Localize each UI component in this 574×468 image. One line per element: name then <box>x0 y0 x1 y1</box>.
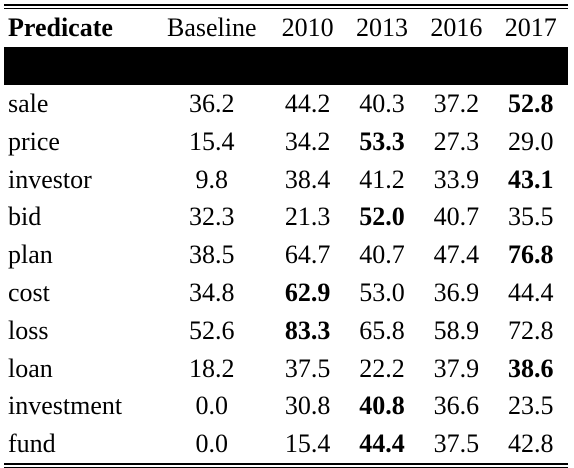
score-cell: 47.4 <box>433 240 480 270</box>
score-cell: 37.5 <box>433 429 480 459</box>
score-cell: 18.2 <box>189 353 235 383</box>
predicate-cell: price <box>8 126 60 156</box>
score-cell: 22.2 <box>359 353 405 383</box>
score-cell: 52.8 <box>508 89 554 119</box>
table-body: sale 36.2 44.2 40.3 37.2 52.8 price 15.4 34.2 53.… <box>4 85 568 463</box>
score-cell: 41.2 <box>359 164 405 194</box>
predicate-cell: cost <box>8 278 50 308</box>
score-cell: 72.8 <box>508 315 554 345</box>
score-cell: 36.6 <box>433 391 480 421</box>
score-cell: 53.0 <box>359 278 405 308</box>
score-cell: 64.7 <box>284 240 331 270</box>
score-cell: 35.5 <box>508 202 554 232</box>
predicate-cell: sale <box>8 89 49 119</box>
predicate-cell: plan <box>8 240 53 270</box>
table-row: loan 18.2 37.5 22.2 37.9 38.6 <box>4 350 568 388</box>
score-cell: 33.9 <box>433 164 480 194</box>
table-row: sale 36.2 44.2 40.3 37.2 52.8 <box>4 85 568 123</box>
table-row: investment 0.0 30.8 40.8 36.6 23.5 <box>4 388 568 426</box>
score-cell: 15.4 <box>189 126 235 156</box>
score-cell: 44.4 <box>508 278 554 308</box>
score-cell: 37.2 <box>433 89 480 119</box>
score-cell: 38.5 <box>189 240 235 270</box>
score-cell: 0.0 <box>195 391 229 421</box>
table-row: investor 9.8 38.4 41.2 33.9 43.1 <box>4 161 568 199</box>
score-cell: 52.0 <box>359 202 405 232</box>
score-cell: 38.6 <box>508 353 554 383</box>
table-row: cost 34.8 62.9 53.0 36.9 44.4 <box>4 274 568 312</box>
score-cell: 37.5 <box>284 353 331 383</box>
score-cell: 40.7 <box>359 240 405 270</box>
table-row: loss 52.6 83.3 65.8 58.9 72.8 <box>4 312 568 350</box>
score-cell: 27.3 <box>433 126 480 156</box>
header-2017: 2017 <box>504 13 557 43</box>
score-cell: 76.8 <box>508 240 554 270</box>
header-rule <box>4 47 568 86</box>
score-cell: 0.0 <box>195 429 229 459</box>
score-cell: 53.3 <box>359 126 405 156</box>
predicate-cell: fund <box>8 429 56 459</box>
header-2010: 2010 <box>281 13 334 43</box>
score-cell: 34.2 <box>284 126 331 156</box>
header-baseline: Baseline <box>167 13 257 43</box>
score-cell: 42.8 <box>508 429 554 459</box>
header-predicate: Predicate <box>8 13 113 43</box>
score-cell: 38.4 <box>284 164 331 194</box>
results-table-container: Predicate Baseline 2010 2013 2016 2017 s… <box>4 4 568 468</box>
score-cell: 36.9 <box>433 278 480 308</box>
score-cell: 65.8 <box>359 315 405 345</box>
top-rule <box>4 4 568 6</box>
header-2016: 2016 <box>430 13 483 43</box>
score-cell: 62.9 <box>284 278 331 308</box>
score-cell: 34.8 <box>189 278 235 308</box>
results-table: Predicate Baseline 2010 2013 2016 2017 s… <box>4 9 568 463</box>
predicate-cell: bid <box>8 202 42 232</box>
score-cell: 21.3 <box>284 202 331 232</box>
score-cell: 37.9 <box>433 353 480 383</box>
score-cell: 15.4 <box>284 429 331 459</box>
score-cell: 32.3 <box>189 202 235 232</box>
score-cell: 43.1 <box>508 164 554 194</box>
predicate-cell: investor <box>8 164 92 194</box>
score-cell: 83.3 <box>284 315 331 345</box>
table-row: plan 38.5 64.7 40.7 47.4 76.8 <box>4 236 568 274</box>
top-rule-inner <box>4 7 568 10</box>
score-cell: 44.2 <box>284 89 331 119</box>
table-row: price 15.4 34.2 53.3 27.3 29.0 <box>4 123 568 161</box>
predicate-cell: loss <box>8 315 49 345</box>
score-cell: 40.7 <box>433 202 480 232</box>
predicate-cell: investment <box>8 391 123 421</box>
score-cell: 36.2 <box>189 89 235 119</box>
score-cell: 30.8 <box>284 391 331 421</box>
score-cell: 44.4 <box>359 429 405 459</box>
score-cell: 40.8 <box>359 391 405 421</box>
predicate-cell: loan <box>8 353 53 383</box>
score-cell: 58.9 <box>433 315 480 345</box>
score-cell: 40.3 <box>359 89 405 119</box>
table-row: fund 0.0 15.4 44.4 37.5 42.8 <box>4 425 568 463</box>
score-cell: 9.8 <box>195 164 229 194</box>
header-row: Predicate Baseline 2010 2013 2016 2017 <box>4 9 568 47</box>
table-row: bid 32.3 21.3 52.0 40.7 35.5 <box>4 199 568 237</box>
score-cell: 52.6 <box>189 315 235 345</box>
score-cell: 23.5 <box>508 391 554 421</box>
header-2013: 2013 <box>355 13 408 43</box>
score-cell: 29.0 <box>508 126 554 156</box>
